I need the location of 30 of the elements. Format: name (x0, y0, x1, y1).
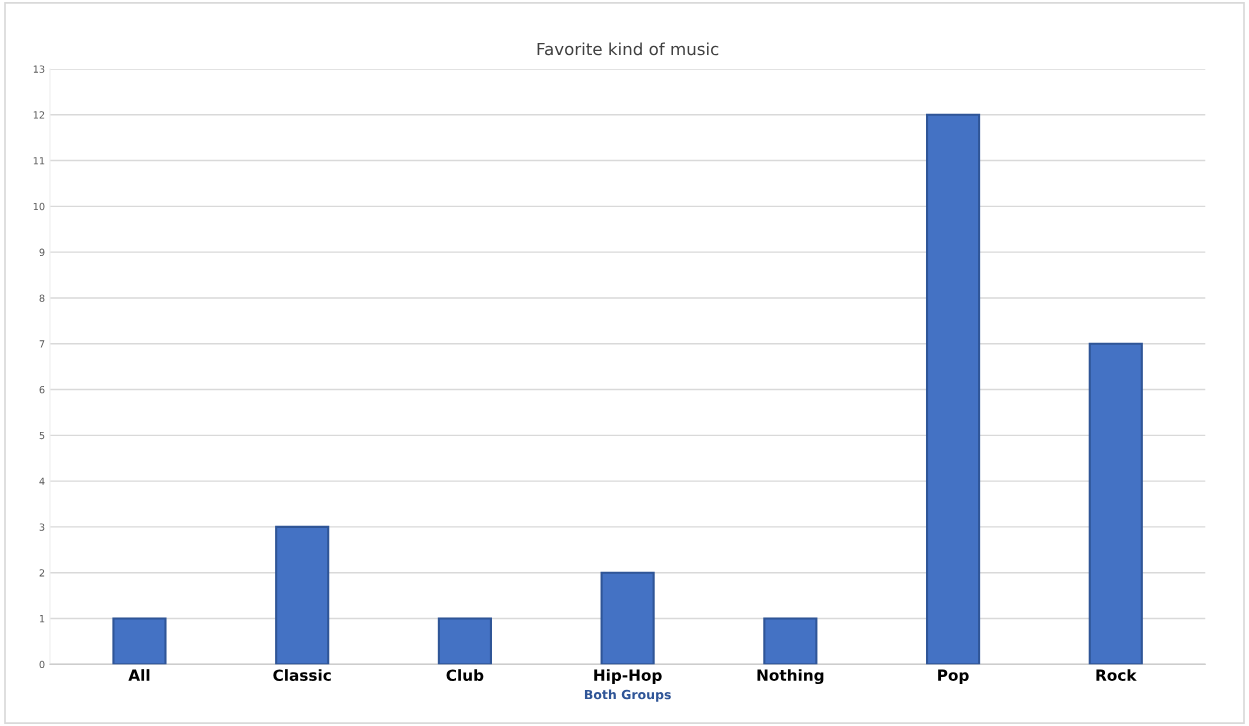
x-axis-title: Both Groups (584, 689, 671, 702)
x-tick-label: Hip-Hop (594, 669, 662, 684)
y-tick-label: 10 (33, 202, 45, 211)
y-tick-label: 12 (33, 111, 45, 119)
y-tick-label: 5 (39, 431, 45, 440)
bar (112, 617, 167, 665)
x-tick-label: All (128, 669, 150, 681)
y-tick-label: 13 (33, 65, 45, 73)
x-tick-label: Pop (938, 669, 969, 684)
y-tick-label: 1 (39, 615, 45, 623)
x-tick-label: Classic (273, 669, 331, 681)
y-tick-label: 3 (39, 523, 45, 531)
bar (763, 617, 818, 665)
y-tick-label: 11 (33, 157, 45, 165)
bar (1088, 342, 1143, 665)
y-tick-label: 8 (39, 294, 45, 302)
x-tick-label: Nothing (757, 669, 824, 685)
x-tick-label: Rock (1096, 669, 1137, 681)
x-tick-label: Club (446, 669, 484, 681)
y-tick-label: 0 (39, 660, 45, 669)
bar (925, 113, 981, 665)
bar (275, 525, 330, 665)
y-tick-label: 9 (39, 248, 45, 256)
chart-title: Favorite kind of music (537, 42, 719, 56)
y-tick-label: 7 (39, 340, 45, 348)
y-tick-label: 6 (39, 386, 45, 394)
y-tick-label: 2 (39, 569, 45, 577)
y-tick-label: 4 (39, 477, 45, 485)
bar (600, 571, 655, 665)
bar (437, 617, 492, 665)
